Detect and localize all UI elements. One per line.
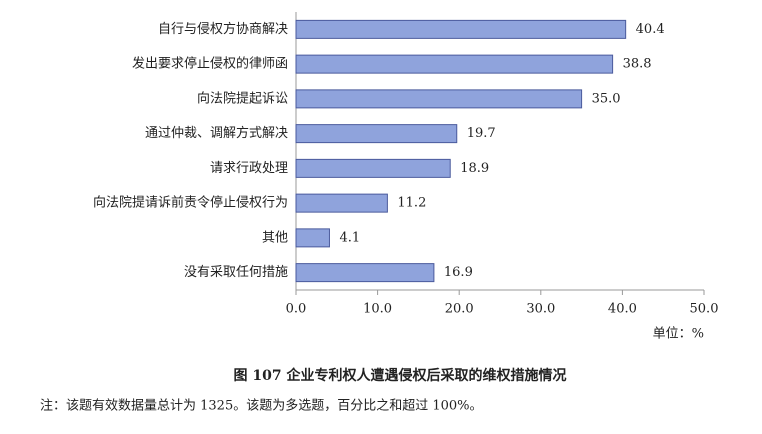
y-tick-label: 发出要求停止侵权的律师函 [132, 56, 288, 72]
bar [295, 19, 627, 39]
bar [295, 228, 330, 248]
y-tick-label: 没有采取任何措施 [184, 264, 288, 280]
y-tick-label: 向法院提起诉讼 [197, 90, 288, 106]
y-tick-label: 向法院提请诉前责令停止侵权行为 [93, 195, 288, 211]
bar [295, 124, 458, 144]
value-label: 11.2 [397, 196, 426, 211]
x-tick-label: 0.0 [286, 302, 307, 317]
y-tick-label: 自行与侵权方协商解决 [158, 21, 288, 37]
value-label: 38.8 [623, 57, 652, 72]
x-tick-label: 10.0 [363, 302, 392, 317]
value-label: 19.7 [467, 126, 496, 141]
y-tick-label: 通过仲裁、调解方式解决 [145, 125, 288, 141]
chart-note: 注：该题有效数据量总计为 1325。该题为多选题，百分比之和超过 100%。 [40, 398, 483, 414]
x-tick-label: 30.0 [526, 302, 555, 317]
value-label: 18.9 [460, 161, 489, 176]
chart-title: 图 107 企业专利权人遭遇侵权后采取的维权措施情况 [234, 367, 567, 384]
bar [295, 54, 614, 74]
bar [295, 263, 435, 283]
value-label: 16.9 [444, 265, 473, 280]
x-tick-label: 50.0 [690, 302, 719, 317]
x-tick-label: 20.0 [445, 302, 474, 317]
value-label: 35.0 [592, 91, 621, 106]
y-tick-label: 请求行政处理 [210, 161, 288, 176]
x-tick-label: 40.0 [608, 302, 637, 317]
y-tick-label: 其他 [262, 230, 288, 245]
value-label: 4.1 [339, 230, 360, 245]
unit-label: 单位：% [653, 327, 704, 342]
value-label: 40.4 [636, 22, 665, 37]
bar [295, 193, 388, 213]
bar [295, 158, 451, 178]
bar [295, 89, 583, 109]
